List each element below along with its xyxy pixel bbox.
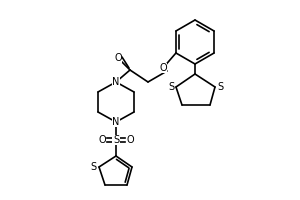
Text: S: S	[168, 82, 174, 92]
Text: N: N	[112, 77, 120, 87]
Text: N: N	[112, 117, 120, 127]
Text: O: O	[114, 53, 122, 63]
Text: O: O	[126, 135, 134, 145]
Text: O: O	[98, 135, 106, 145]
Text: S: S	[113, 135, 119, 145]
Text: S: S	[217, 82, 223, 92]
Text: O: O	[159, 63, 167, 73]
Text: S: S	[90, 162, 96, 172]
